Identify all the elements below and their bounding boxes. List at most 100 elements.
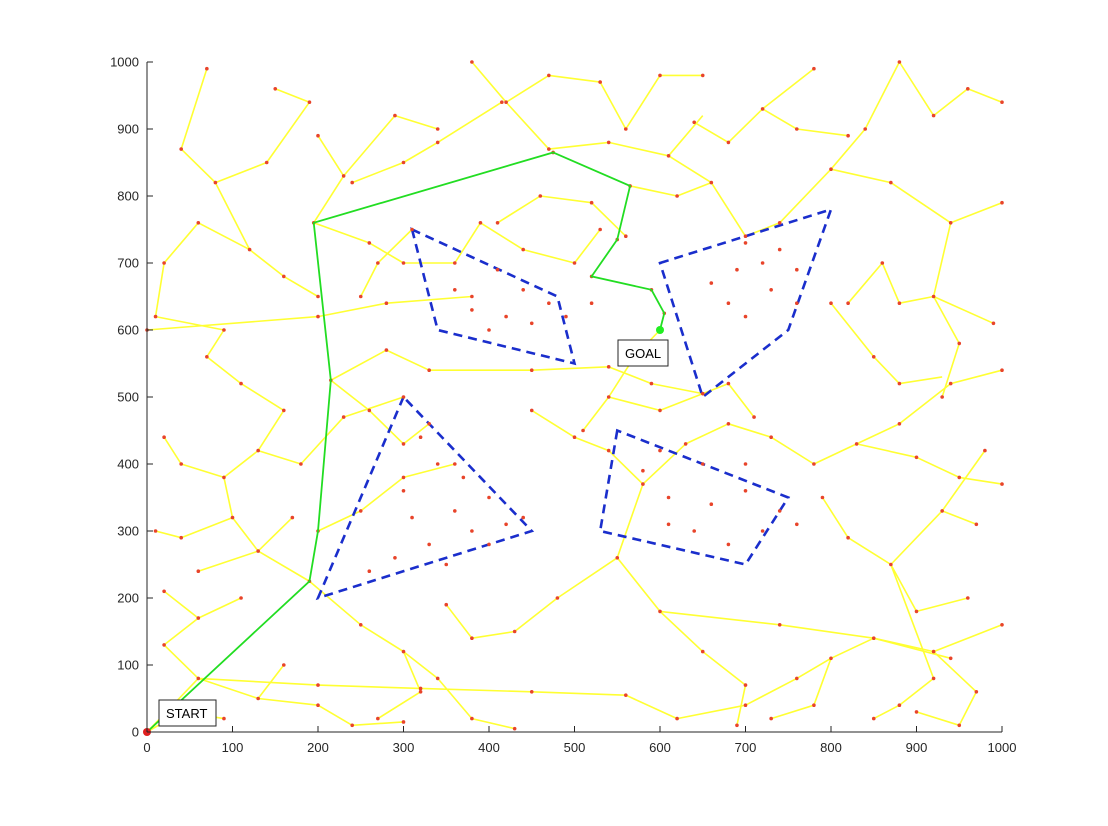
tree-node-155: [692, 121, 696, 125]
tree-node-226: [368, 569, 372, 573]
tree-node-66: [427, 422, 431, 426]
tree-node-237: [727, 543, 731, 547]
tree-node-70: [453, 462, 457, 466]
tree-node-60: [530, 368, 534, 372]
tree-node-163: [547, 74, 551, 78]
tree-node-140: [932, 295, 936, 299]
tree-node-94: [658, 610, 662, 614]
tree-node-235: [778, 509, 782, 513]
tree-node-202: [504, 315, 508, 319]
tree-node-61: [607, 365, 611, 369]
tree-node-153: [812, 67, 816, 71]
tree-node-14: [291, 516, 295, 520]
tree-node-162: [470, 60, 474, 64]
tree-node-178: [658, 409, 662, 413]
tree-node-44: [436, 127, 440, 131]
tree-node-219: [453, 509, 457, 513]
tree-node-1: [197, 677, 201, 681]
x-tick-label: 200: [307, 740, 329, 755]
tree-node-2: [256, 697, 260, 701]
tree-node-87: [829, 657, 833, 661]
tree-node-85: [744, 703, 748, 707]
tree-node-55: [385, 301, 389, 305]
tree-node-25: [282, 409, 286, 413]
tree-node-169: [436, 141, 440, 145]
tree-node-8: [197, 616, 201, 620]
tree-node-26: [239, 382, 243, 386]
y-tick-label: 200: [117, 591, 139, 606]
tree-node-34: [316, 295, 320, 299]
x-tick-label: 700: [735, 740, 757, 755]
tree-node-133: [710, 181, 714, 185]
tree-node-118: [957, 476, 961, 480]
tree-node-56: [470, 295, 474, 299]
tree-node-7: [282, 663, 286, 667]
tree-node-200: [590, 301, 594, 305]
tree-node-239: [667, 523, 671, 527]
tree-node-58: [385, 348, 389, 352]
tree-node-229: [462, 476, 466, 480]
tree-node-182: [872, 355, 876, 359]
tree-node-51: [573, 261, 577, 265]
tree-node-242: [701, 462, 705, 466]
tree-node-167: [701, 74, 705, 78]
tree-node-82: [530, 690, 534, 694]
goal-label: GOAL: [625, 346, 661, 361]
tree-node-206: [710, 281, 714, 285]
y-tick-label: 100: [117, 658, 139, 673]
tree-node-75: [513, 727, 517, 731]
start-label: START: [166, 706, 207, 721]
tree-node-131: [812, 703, 816, 707]
tree-node-236: [761, 529, 765, 533]
goal-annotation: GOAL: [618, 340, 668, 366]
tree-node-188: [539, 194, 543, 198]
tree-node-181: [829, 301, 833, 305]
tree-node-54: [316, 315, 320, 319]
tree-node-83: [624, 693, 628, 697]
x-tick-label: 400: [478, 740, 500, 755]
tree-node-106: [607, 449, 611, 453]
x-tick-label: 0: [143, 740, 150, 755]
tree-node-144: [940, 395, 944, 399]
tree-node-50: [521, 248, 525, 252]
tree-node-23: [342, 415, 346, 419]
tree-node-125: [821, 496, 825, 500]
tree-node-35: [214, 181, 218, 185]
tree-node-139: [1000, 201, 1004, 205]
tree-node-86: [795, 677, 799, 681]
y-tick-label: 300: [117, 524, 139, 539]
tree-node-142: [992, 322, 996, 326]
tree-node-9: [162, 590, 166, 594]
tree-node-113: [855, 442, 859, 446]
tree-node-221: [504, 523, 508, 527]
tree-node-129: [898, 703, 902, 707]
tree-node-104: [444, 603, 448, 607]
tree-node-21: [256, 449, 260, 453]
tree-node-31: [197, 221, 201, 225]
tree-node-96: [949, 657, 953, 661]
start-annotation: START: [159, 700, 216, 726]
tree-node-77: [376, 717, 380, 721]
tree-node-105: [641, 482, 645, 486]
tree-node-32: [248, 248, 252, 252]
tree-node-215: [744, 241, 748, 245]
tree-node-127: [966, 596, 970, 600]
tree-node-161: [504, 100, 508, 104]
tree-node-185: [376, 261, 380, 265]
tree-node-72: [402, 650, 406, 654]
tree-node-121: [940, 509, 944, 513]
tree-node-109: [684, 442, 688, 446]
tree-node-176: [607, 395, 611, 399]
tree-node-18: [222, 476, 226, 480]
tree-node-217: [436, 462, 440, 466]
tree-node-238: [692, 529, 696, 533]
tree-node-171: [350, 181, 354, 185]
tree-node-97: [615, 556, 619, 560]
tree-node-48: [453, 261, 457, 265]
tree-node-130: [872, 717, 876, 721]
tree-node-186: [359, 295, 363, 299]
tree-node-149: [932, 114, 936, 118]
tree-node-46: [368, 241, 372, 245]
tree-node-158: [667, 154, 671, 158]
tree-node-3: [162, 643, 166, 647]
